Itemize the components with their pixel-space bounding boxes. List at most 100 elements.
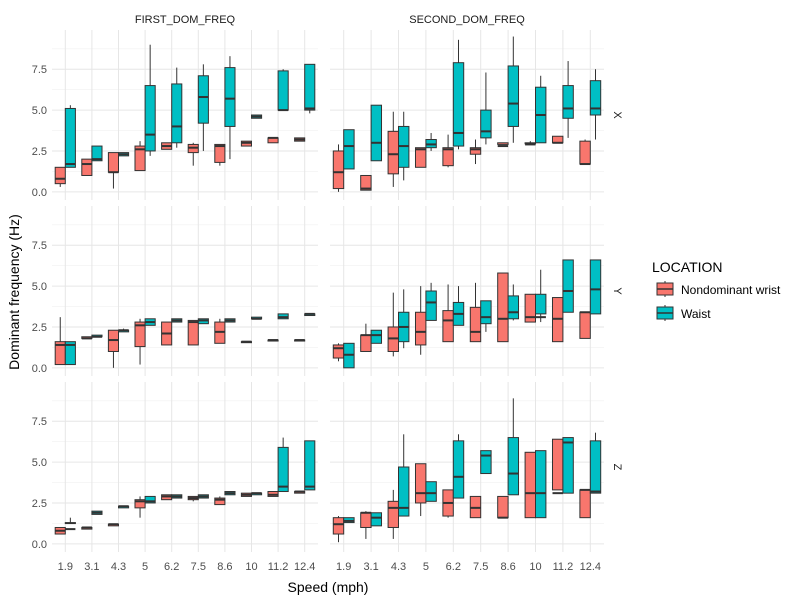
- x-tick-label: 12.4: [294, 561, 315, 573]
- box-iqr: [497, 495, 509, 519]
- box-7.5: [187, 142, 199, 166]
- box-3.1: [91, 334, 103, 338]
- series-waist: [343, 36, 602, 181]
- box-10: [251, 492, 263, 496]
- box-iqr: [425, 481, 437, 502]
- x-tick-label: 11.2: [553, 561, 574, 573]
- box-5: [134, 496, 146, 518]
- box-10: [524, 451, 537, 519]
- box-iqr: [197, 75, 209, 124]
- box-iqr: [304, 440, 316, 491]
- strip-label-second_dom_freq: SECOND_DOM_FREQ: [409, 14, 525, 26]
- box-11.2: [562, 437, 574, 494]
- panel-second_dom_freq-x: [330, 30, 604, 200]
- box-12.4: [294, 137, 306, 142]
- box-12.4: [294, 490, 306, 494]
- y-tick-label: 2.5: [32, 146, 47, 158]
- box-3.1: [370, 104, 383, 162]
- box-6.2: [161, 142, 173, 150]
- box-10: [524, 293, 537, 323]
- box-iqr: [507, 437, 520, 496]
- legend: LOCATION Nondominant wrist Waist: [652, 259, 781, 321]
- y-tick-label: 7.5: [32, 416, 47, 428]
- series-waist: [343, 259, 602, 369]
- box-iqr: [414, 311, 427, 346]
- y-tick-label: 7.5: [32, 240, 47, 252]
- box-11.2: [551, 438, 564, 495]
- box-8.6: [497, 495, 509, 519]
- box-5: [134, 318, 146, 365]
- legend-entry-waist: Waist: [656, 305, 711, 321]
- box-8.6: [214, 496, 226, 506]
- series-waist: [64, 312, 316, 366]
- y-tick-label: 5.0: [32, 105, 47, 117]
- box-8.6: [224, 56, 236, 160]
- box-3.1: [370, 512, 383, 527]
- box-iqr: [387, 500, 400, 528]
- facet-panels: [52, 30, 604, 552]
- y-tick-label: 2.5: [32, 498, 47, 510]
- box-iqr: [64, 107, 76, 168]
- x-tick-label: 6.2: [446, 561, 461, 573]
- box-8.6: [507, 398, 520, 496]
- box-iqr: [442, 147, 454, 167]
- strip-label-first_dom_freq: FIRST_DOM_FREQ: [135, 14, 236, 26]
- box-6.2: [442, 284, 454, 343]
- x-tick-label: 6.2: [164, 561, 179, 573]
- box-3.1: [91, 145, 103, 162]
- series-nondominant-wrist: [54, 317, 306, 368]
- box-iqr: [425, 290, 437, 321]
- box-iqr: [144, 495, 156, 504]
- legend-label-nondominant-wrist: Nondominant wrist: [681, 283, 781, 297]
- box-1.9: [64, 517, 76, 531]
- box-12.4: [304, 440, 316, 491]
- box-11.2: [267, 339, 279, 342]
- box-5: [414, 286, 427, 355]
- box-5: [144, 44, 156, 156]
- box-11.2: [551, 297, 564, 343]
- box-7.5: [187, 319, 199, 346]
- box-iqr: [360, 334, 372, 352]
- box-7.5: [197, 64, 209, 151]
- box-iqr: [343, 129, 355, 170]
- panel-second_dom_freq-y: [330, 206, 604, 376]
- box-iqr: [332, 150, 345, 190]
- box-5: [425, 132, 437, 151]
- box-11.2: [562, 61, 574, 138]
- x-tick-label: 7.5: [191, 561, 206, 573]
- x-tick-label: 8.6: [500, 561, 515, 573]
- box-10: [240, 140, 252, 147]
- box-iqr: [469, 306, 482, 343]
- box-11.2: [562, 259, 574, 313]
- box-12.4: [579, 311, 591, 339]
- box-iqr: [589, 80, 602, 116]
- box-11.2: [277, 437, 289, 493]
- box-iqr: [452, 62, 465, 147]
- box-8.6: [214, 318, 226, 344]
- y-axis-title: Dominant frequency (Hz): [6, 214, 22, 370]
- box-iqr: [370, 104, 383, 162]
- box-iqr: [107, 152, 119, 173]
- box-iqr: [497, 272, 509, 343]
- box-iqr: [579, 489, 591, 519]
- x-tick-label: 3.1: [363, 561, 378, 573]
- box-iqr: [579, 140, 591, 165]
- box-iqr: [452, 440, 465, 499]
- x-tick-label: 5: [142, 561, 148, 573]
- box-iqr: [562, 437, 574, 494]
- series-nondominant-wrist: [332, 272, 591, 362]
- box-8.6: [214, 143, 226, 166]
- box-11.2: [277, 69, 289, 112]
- box-iqr: [535, 293, 547, 315]
- box-iqr: [480, 109, 492, 139]
- box-iqr: [214, 497, 226, 506]
- box-iqr: [480, 450, 492, 475]
- box-iqr: [551, 438, 564, 491]
- box-6.2: [161, 494, 173, 501]
- box-iqr: [224, 67, 236, 127]
- box-12.4: [579, 139, 591, 166]
- box-iqr: [469, 147, 482, 155]
- box-iqr: [497, 142, 509, 145]
- box-iqr: [589, 440, 602, 494]
